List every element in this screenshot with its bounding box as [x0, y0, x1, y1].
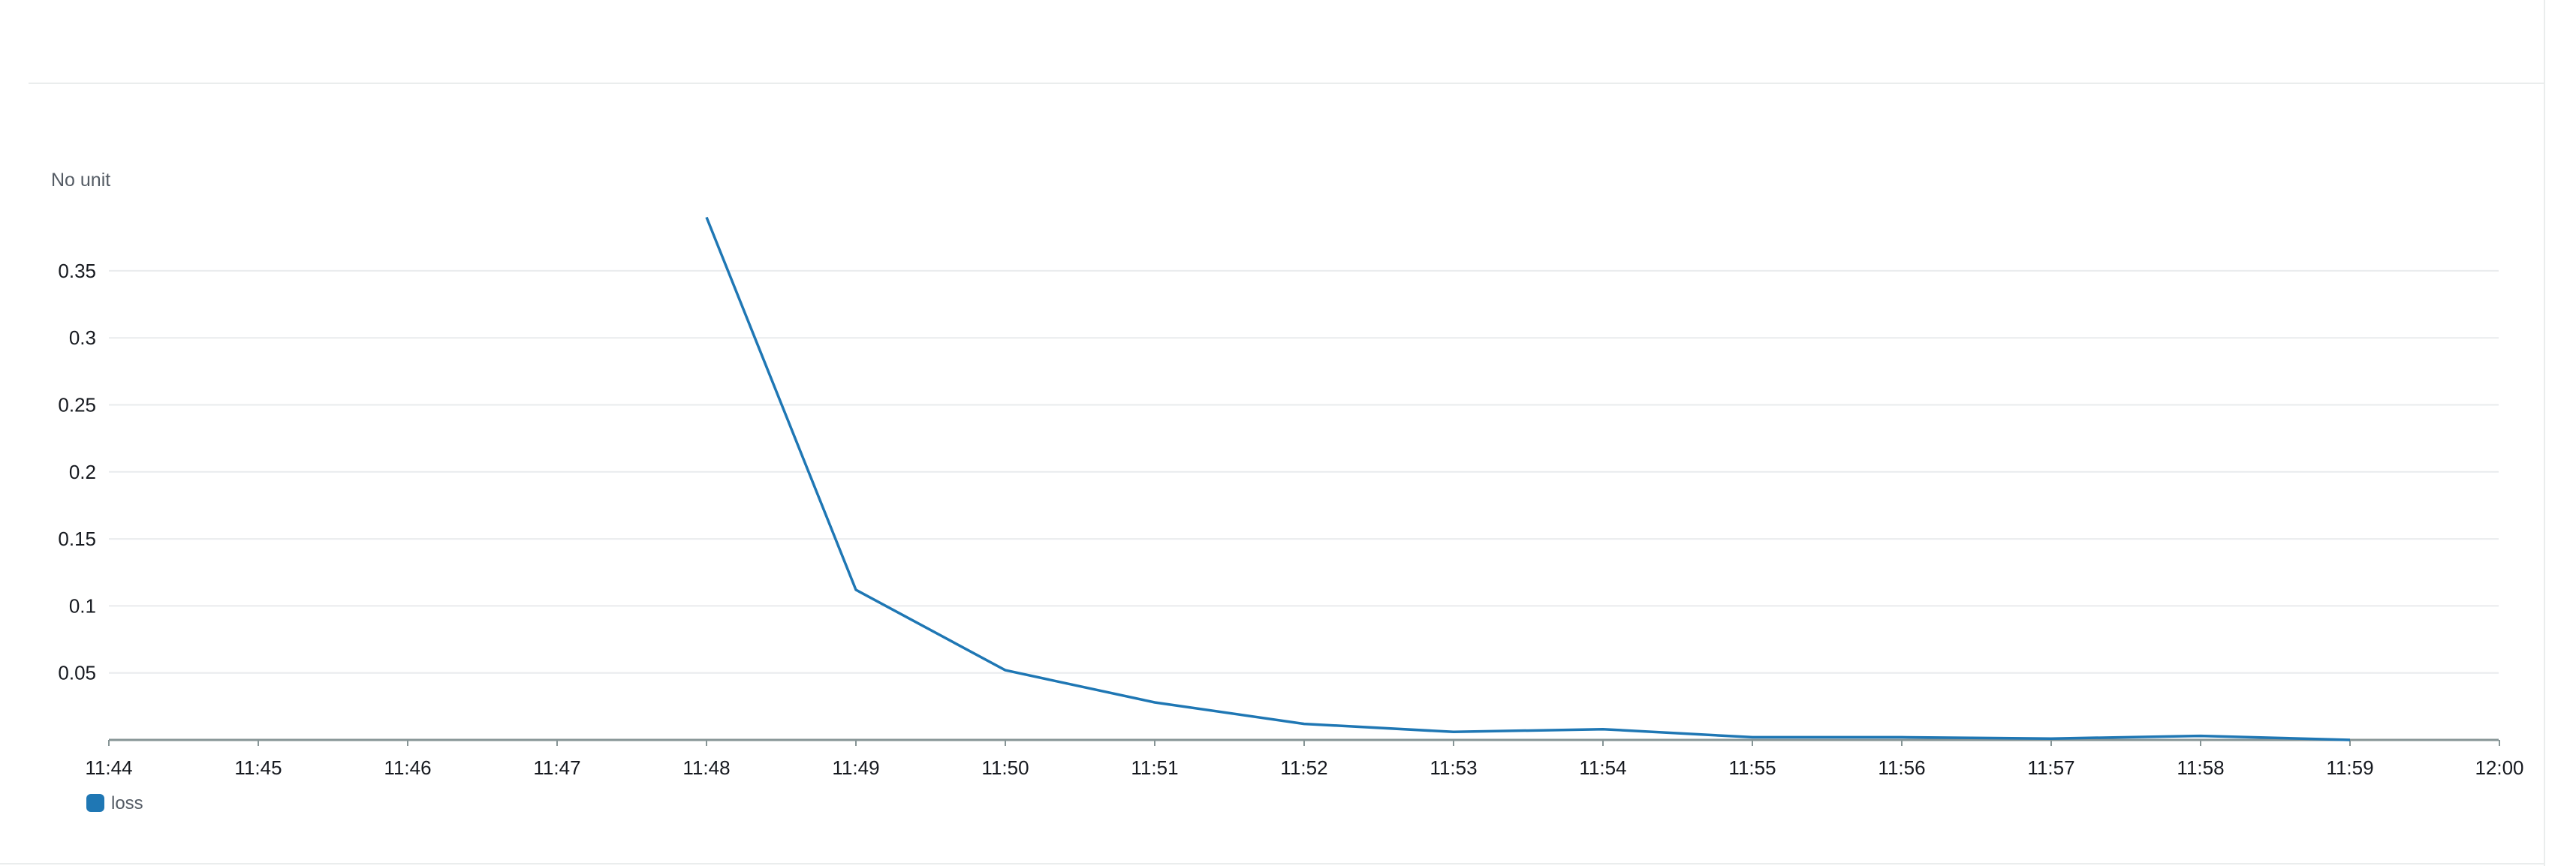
- x-tick-label: 11:59: [2326, 756, 2373, 779]
- data-point[interactable]: [1598, 725, 1607, 734]
- data-point[interactable]: [1449, 727, 1458, 736]
- legend-swatch[interactable]: [86, 794, 104, 812]
- unit-label: No unit: [51, 170, 110, 191]
- y-tick-label: 0.2: [69, 461, 96, 483]
- x-tick-label: 11:52: [1280, 756, 1327, 779]
- x-tick-label: 11:56: [1878, 756, 1925, 779]
- legend[interactable]: loss: [86, 793, 143, 813]
- x-tick-label: 11:46: [384, 756, 431, 779]
- x-tick-label: 12:00: [2475, 756, 2523, 779]
- x-tick-label: 11:49: [832, 756, 879, 779]
- x-tick-label: 11:47: [533, 756, 580, 779]
- y-tick-label: 0.3: [69, 326, 96, 349]
- data-point[interactable]: [851, 585, 860, 594]
- data-point[interactable]: [1897, 732, 1906, 741]
- widget-right-border: [2544, 0, 2545, 866]
- x-tick-label: 11:44: [85, 756, 132, 779]
- x-axis: 11:44 11:45 11:46 11:47 11:48 11:49 11:50 11:51…: [85, 738, 2524, 779]
- series-line-loss[interactable]: [705, 216, 2351, 741]
- x-tick-label: 11:50: [981, 756, 1029, 779]
- x-tick-label: 11:51: [1131, 756, 1178, 779]
- data-point[interactable]: [2346, 735, 2355, 744]
- data-point[interactable]: [702, 212, 711, 221]
- widget-bottom-border: [0, 863, 2545, 864]
- data-point[interactable]: [2196, 732, 2205, 741]
- x-tick-label: 11:58: [2177, 756, 2224, 779]
- y-tick-label: 0.35: [58, 260, 96, 282]
- y-tick-label: 0.1: [69, 594, 96, 617]
- y-axis: 0.05 0.1 0.15 0.2 0.25 0.3 0.35: [58, 260, 96, 684]
- data-point[interactable]: [2047, 734, 2056, 743]
- y-tick-label: 0.15: [58, 528, 96, 550]
- legend-label[interactable]: loss: [111, 793, 143, 813]
- x-tick-label: 11:48: [682, 756, 730, 779]
- x-tick-label: 11:54: [1579, 756, 1626, 779]
- x-tick-label: 11:45: [234, 756, 282, 779]
- series-layer: [702, 212, 2355, 744]
- x-tick-label: 11:53: [1430, 756, 1477, 779]
- x-tick-label: 11:55: [1728, 756, 1776, 779]
- data-point[interactable]: [1001, 666, 1010, 675]
- data-point[interactable]: [1150, 698, 1159, 707]
- header-divider: [29, 83, 2544, 84]
- x-tick-label: 11:57: [2027, 756, 2074, 779]
- y-tick-label: 0.25: [58, 394, 96, 416]
- data-point[interactable]: [1748, 732, 1757, 741]
- data-point[interactable]: [1300, 720, 1309, 729]
- gridlines: [109, 269, 2499, 674]
- y-tick-label: 0.05: [58, 662, 96, 684]
